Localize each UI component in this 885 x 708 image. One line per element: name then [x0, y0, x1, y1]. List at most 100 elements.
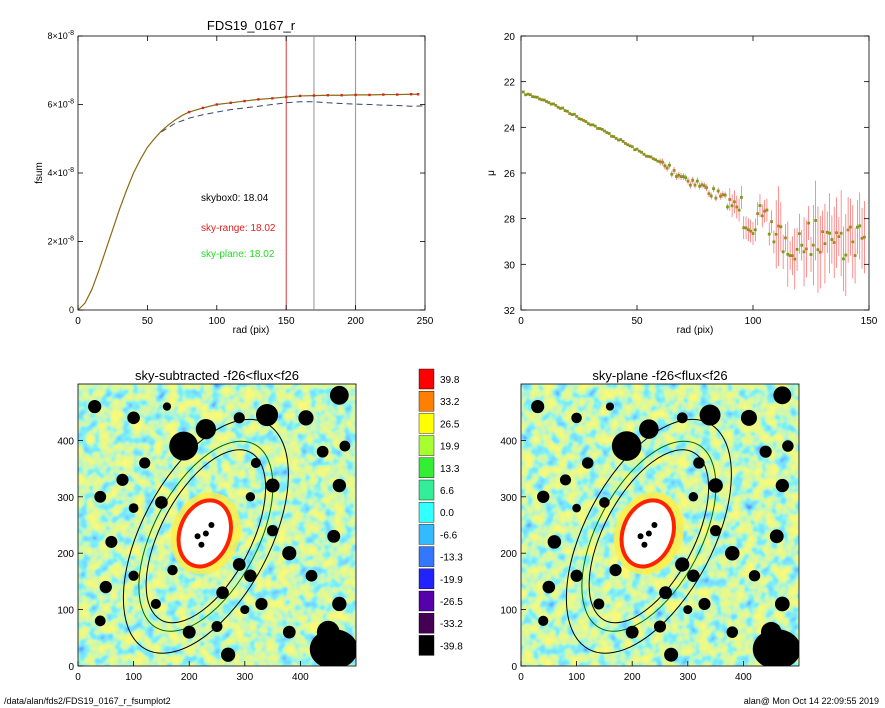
mu-point: [730, 204, 734, 208]
image-ytick-label: 200: [57, 549, 74, 560]
masked-source: [605, 402, 615, 411]
fsum-xtick-label: 0: [75, 316, 81, 327]
mu-point: [767, 232, 771, 236]
galaxy-core-knot: [198, 541, 205, 548]
mu-point: [563, 109, 567, 113]
image-ytick-label: 0: [68, 662, 74, 673]
mu-point: [751, 232, 755, 235]
fsum-point: [368, 93, 371, 97]
colorbar-swatch: [418, 457, 435, 478]
fsum-point: [257, 98, 260, 101]
masked-source: [759, 445, 772, 458]
mu-point: [651, 157, 655, 161]
masked-source: [537, 490, 550, 503]
colorbar-swatch: [418, 391, 435, 412]
mu-point: [837, 235, 841, 239]
masked-source: [255, 597, 268, 611]
mu-point: [698, 184, 702, 188]
galaxy-core-knot: [194, 533, 201, 540]
mu-point: [524, 93, 528, 97]
masked-source: [699, 404, 721, 426]
mu-point: [860, 236, 864, 240]
mu-point: [570, 113, 574, 116]
mu-point: [691, 178, 695, 182]
image-ytick-label: 300: [500, 493, 517, 504]
colorbar-label: -13.3: [440, 553, 463, 564]
mu-point: [568, 112, 572, 115]
mu-point: [552, 102, 555, 106]
mu-point: [559, 106, 562, 110]
mu-point: [700, 183, 704, 187]
mu-point: [628, 144, 632, 148]
mu-point: [756, 212, 760, 216]
colorbar: 39.8 33.2 26.5 19.9 13.3 6.6 0.0 -6.6 -13.3 -19.9…: [418, 368, 463, 656]
mu-point: [644, 154, 648, 158]
mu-ytick-label: 20: [504, 32, 516, 43]
masked-source: [195, 419, 216, 440]
fsum-point: [285, 95, 288, 99]
mu-point: [828, 231, 831, 235]
sky-subtracted-title: sky-subtracted -f26<flux<f26: [135, 368, 299, 383]
mu-ylabel: μ: [486, 170, 497, 176]
mu-point: [675, 175, 678, 178]
mu-point: [545, 100, 548, 103]
colorbar-label: -39.8: [440, 641, 463, 652]
image-xtick-label: 300: [679, 672, 696, 683]
mu-point: [533, 95, 537, 99]
mu-point: [586, 122, 590, 125]
mu-ytick-label: 28: [504, 215, 516, 226]
colorbar-label: 33.2: [440, 397, 460, 408]
mu-point: [630, 145, 634, 149]
mu-point: [823, 242, 827, 246]
masked-source: [327, 529, 341, 543]
masked-source: [232, 558, 246, 571]
fsum-point: [409, 93, 413, 96]
masked-source: [255, 403, 279, 427]
mu-point: [621, 140, 625, 143]
masked-source: [782, 440, 794, 452]
mu-point: [566, 109, 569, 113]
fsum-ytick-exponent: -8: [68, 30, 74, 37]
mu-point: [719, 194, 722, 198]
mu-point: [596, 127, 599, 130]
fsum-panel-title: FDS19_0167_r: [207, 18, 296, 33]
mu-xlabel: rad (pix): [677, 325, 714, 336]
mu-point: [575, 115, 579, 118]
masked-source: [625, 625, 639, 639]
colorbar-label: 39.8: [440, 375, 460, 386]
mu-point: [654, 158, 657, 162]
mu-point: [649, 155, 653, 159]
mu-point: [740, 196, 743, 199]
sky-plane-title: sky-plane -f26<flux<f26: [592, 368, 727, 383]
mu-point: [839, 231, 843, 235]
mu-point: [554, 103, 558, 107]
mu-point: [716, 189, 720, 193]
masked-source: [599, 497, 610, 508]
masked-source: [88, 399, 102, 414]
masked-source: [305, 569, 318, 582]
mu-point: [542, 98, 546, 102]
mu-point: [605, 131, 609, 134]
mu-point: [856, 225, 859, 229]
masked-source: [593, 598, 605, 610]
fsum-ytick-mantissa: 2: [47, 237, 52, 247]
mu-point: [549, 102, 553, 106]
mu-point: [705, 186, 708, 190]
masked-bright-star: [309, 629, 356, 666]
mu-point: [804, 247, 808, 251]
masked-source: [708, 478, 723, 493]
colorbar-swatch: [418, 413, 435, 434]
mu-point: [779, 225, 783, 229]
mu-point: [842, 257, 845, 261]
fsum-ytick-exponent: -8: [68, 99, 74, 106]
mu-xtick-label: 150: [861, 316, 878, 327]
mu-point: [670, 172, 674, 176]
masked-source: [128, 570, 139, 581]
mu-point: [658, 160, 662, 164]
mu-xtick-label: 0: [518, 316, 524, 327]
image-xtick-label: 400: [735, 672, 752, 683]
masked-source: [664, 647, 679, 662]
masked-source: [683, 605, 693, 615]
image-ytick-label: 400: [57, 436, 74, 447]
mu-xtick-label: 50: [631, 316, 643, 327]
